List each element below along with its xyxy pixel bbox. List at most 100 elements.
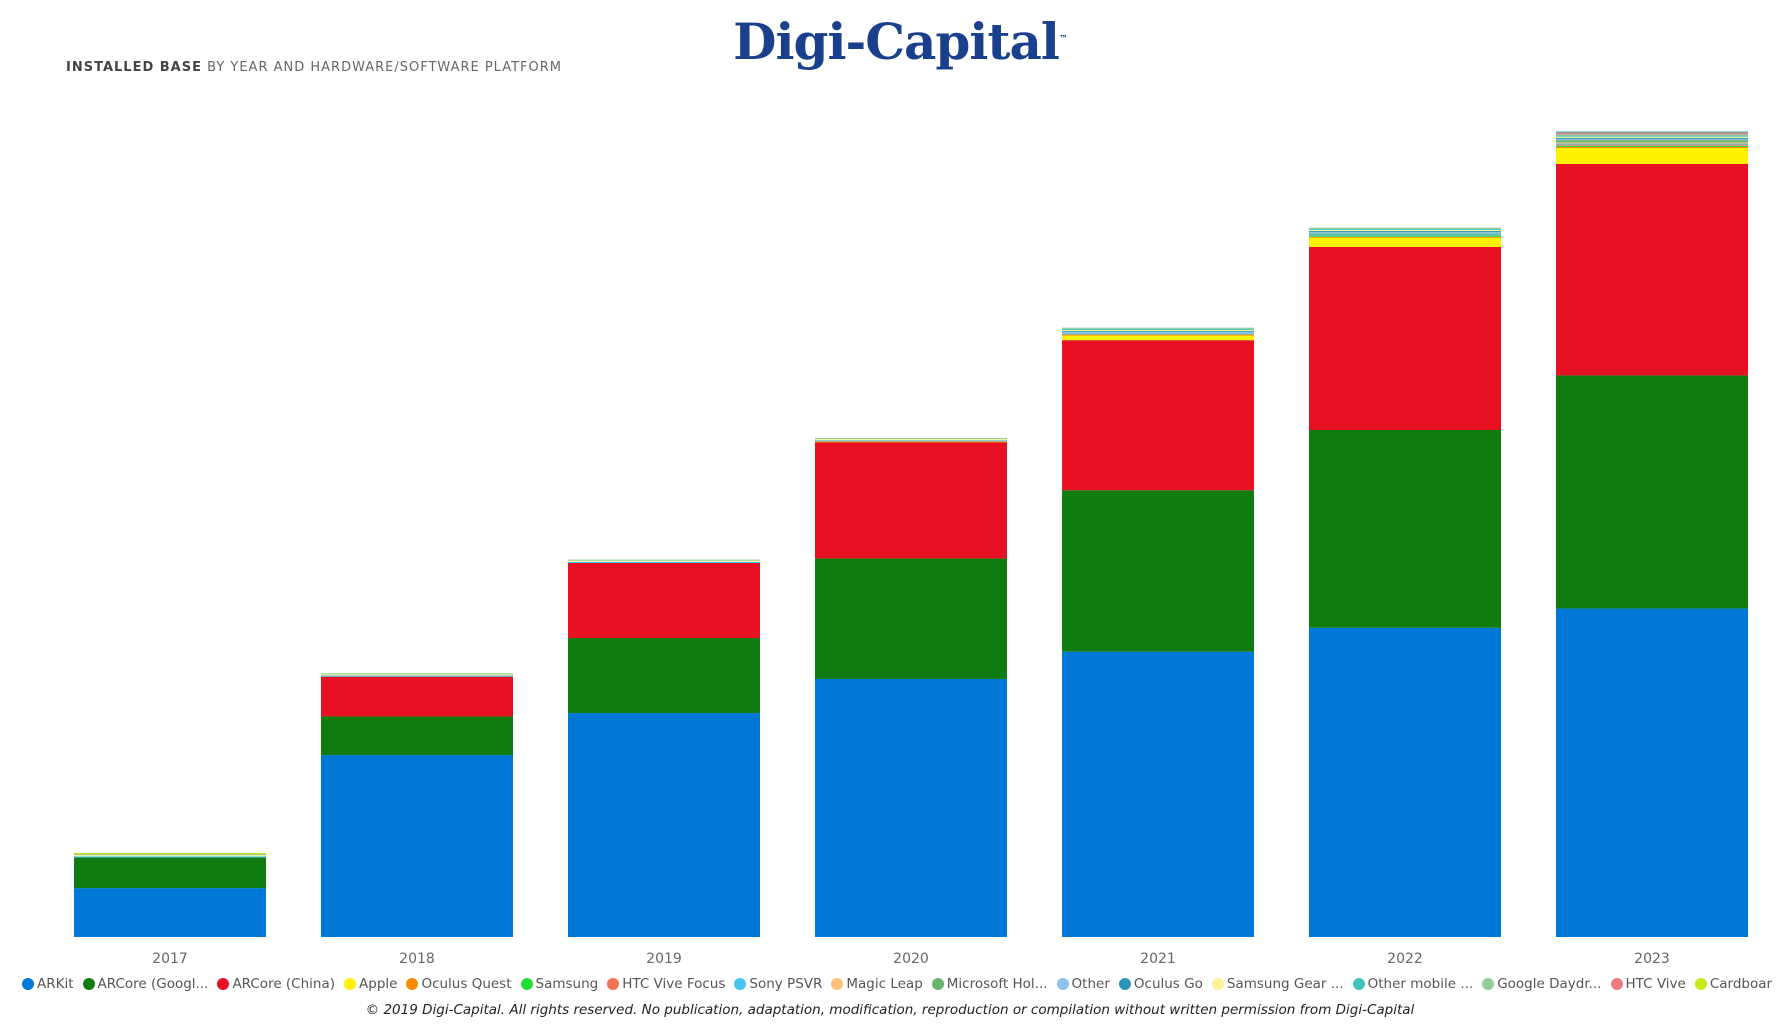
- legend-swatch: [82, 978, 95, 990]
- bar-segment: [74, 854, 266, 856]
- legend-swatch: [520, 978, 533, 990]
- bar-segment: [1556, 131, 1748, 133]
- legend-item[interactable]: Apple: [344, 976, 397, 992]
- legend-item[interactable]: Sony PSVR: [734, 976, 822, 992]
- bar-segment: [1556, 138, 1748, 141]
- bar-segment: [1309, 234, 1501, 236]
- bar-segment: [1309, 236, 1501, 238]
- bar-segment: [568, 559, 760, 561]
- bar-segment: [1556, 163, 1748, 376]
- bar-segment: [1062, 334, 1254, 336]
- legend-label: Oculus Go: [1133, 976, 1203, 992]
- bar-segment: [1062, 490, 1254, 652]
- legend-item[interactable]: Other: [1056, 976, 1110, 992]
- bar-segment: [1062, 651, 1254, 937]
- legend-swatch: [831, 978, 844, 990]
- bar-segment: [1556, 608, 1748, 937]
- logo-text: Digi-Capital: [733, 12, 1060, 71]
- bar-segment: [321, 676, 513, 717]
- bar-segment: [321, 755, 513, 937]
- legend-item[interactable]: Other mobile ...: [1352, 976, 1474, 992]
- legend-swatch: [1694, 978, 1707, 990]
- legend-item[interactable]: Magic Leap: [831, 976, 923, 992]
- bar-segment: [74, 856, 266, 858]
- bar-segment: [568, 560, 760, 562]
- chart-heading: INSTALLED BASE BY YEAR AND HARDWARE/SOFT…: [66, 60, 562, 75]
- bar-segment: [1062, 340, 1254, 491]
- bar-segment: [1062, 333, 1254, 335]
- legend-item[interactable]: ARKit: [22, 976, 74, 992]
- bar-segment: [321, 675, 513, 677]
- bar-segment: [1309, 233, 1501, 235]
- legend-label: Google Daydr...: [1497, 976, 1602, 992]
- bar-segment: [321, 674, 513, 676]
- x-tick-label: 2019: [646, 951, 682, 967]
- bar-segment: [1556, 140, 1748, 143]
- logo: Digi-Capital™: [0, 12, 1780, 71]
- bar-segment: [568, 713, 760, 937]
- bar-segment: [1062, 327, 1254, 329]
- chart-title: INSTALLED BASE: [66, 60, 202, 75]
- bar-segment: [1062, 329, 1254, 332]
- bar-segment: [1556, 148, 1748, 164]
- bar-segment: [1309, 235, 1501, 237]
- legend-swatch: [607, 978, 620, 990]
- legend-item[interactable]: ARCore (Googl...: [82, 976, 208, 992]
- legend-label: Samsung: [535, 976, 599, 992]
- bar-segment: [1556, 137, 1748, 139]
- legend-item[interactable]: HTC Vive Focus: [607, 976, 725, 992]
- legend-swatch: [931, 978, 944, 990]
- bar-segment: [1309, 429, 1501, 628]
- bar-segment: [568, 638, 760, 714]
- bar-segment: [1062, 328, 1254, 330]
- legend-label: Apple: [359, 976, 398, 992]
- legend-swatch: [217, 978, 230, 990]
- legend-swatch: [1211, 978, 1224, 990]
- bar-segment: [815, 437, 1007, 440]
- legend-swatch: [734, 978, 747, 990]
- legend-label: Other mobile ...: [1367, 976, 1474, 992]
- x-tick-label: 2022: [1387, 951, 1423, 967]
- legend-swatch: [1056, 978, 1069, 990]
- legend-label: Microsoft Hol...: [946, 976, 1048, 992]
- legend-swatch: [22, 978, 34, 990]
- legend-item[interactable]: Microsoft Hol...: [931, 976, 1048, 992]
- bar-segment: [1556, 142, 1748, 144]
- bar-segment: [1309, 237, 1501, 247]
- legend-label: Samsung Gear ...: [1226, 976, 1344, 992]
- legend-item[interactable]: Samsung: [520, 976, 599, 992]
- bar-segment: [815, 439, 1007, 441]
- bar-segment: [1309, 627, 1501, 937]
- bar-segment: [1309, 231, 1501, 233]
- bar-segment: [815, 442, 1007, 559]
- legend-item[interactable]: Oculus Quest: [406, 976, 512, 992]
- legend-label: HTC Vive Focus: [622, 976, 726, 992]
- bar-segment: [1556, 375, 1748, 609]
- x-tick-label: 2017: [152, 951, 188, 967]
- bar-segment: [1062, 332, 1254, 334]
- legend-item[interactable]: HTC Vive: [1610, 976, 1686, 992]
- legend-label: Magic Leap: [846, 976, 923, 992]
- bar-segment: [1556, 134, 1748, 136]
- x-tick-label: 2018: [399, 951, 435, 967]
- x-tick-label: 2020: [893, 951, 929, 967]
- legend-item[interactable]: Cardboard (e...: [1694, 976, 1772, 992]
- legend-swatch: [1352, 978, 1365, 990]
- legend-item[interactable]: Samsung Gear ...: [1211, 976, 1344, 992]
- bar-segment: [321, 716, 513, 756]
- bar-segment: [1556, 136, 1748, 138]
- bar-segment: [568, 561, 760, 563]
- legend-item[interactable]: ARCore (China): [217, 976, 335, 992]
- legend-label: Oculus Quest: [421, 976, 512, 992]
- bar-segment: [74, 857, 266, 889]
- legend-swatch: [1482, 978, 1495, 990]
- footer: © 2019 Digi-Capital. All rights reserved…: [365, 1002, 1415, 1018]
- bar-segment: [74, 888, 266, 937]
- legend-item[interactable]: Oculus Go: [1118, 976, 1203, 992]
- legend-swatch: [1610, 978, 1623, 990]
- bar-segment: [1309, 232, 1501, 234]
- legend-item[interactable]: Google Daydr...: [1482, 976, 1602, 992]
- bar-segment: [815, 440, 1007, 442]
- bar-segment: [1062, 331, 1254, 333]
- bar-segment: [74, 855, 266, 857]
